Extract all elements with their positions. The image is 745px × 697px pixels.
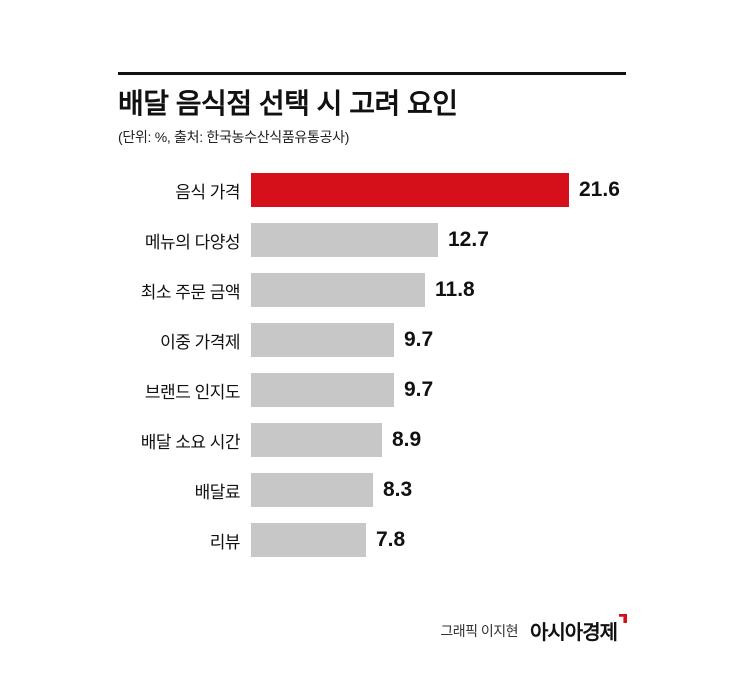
bar [251,173,569,208]
bar-value: 9.7 [404,378,434,402]
bar-label: 배달료 [194,482,241,502]
bar-label: 브랜드 인지도 [144,382,241,402]
bar [251,423,382,458]
footer: 그래픽 이지현 아시아경제 [440,614,627,645]
bar [251,373,394,408]
bar [251,223,438,258]
bar-value: 21.6 [579,178,620,202]
bar-label: 최소 주문 금액 [140,282,241,302]
bar-label: 리뷰 [209,532,241,552]
publisher-logo-mark-icon [619,614,627,623]
chart-panel: 배달 음식점 선택 시 고려 요인 (단위: %, 출처: 한국농수산식품유통공… [118,72,626,565]
bar-value: 8.9 [392,428,422,452]
bar-row: 최소 주문 금액 11.8 [118,265,626,315]
bar-rows: 음식 가격 21.6 메뉴의 다양성 12.7 최소 주문 금액 11.8 이중… [118,165,626,565]
chart-title: 배달 음식점 선택 시 고려 요인 [118,88,458,119]
bar-value: 7.8 [376,528,406,552]
bar-row: 배달 소요 시간 8.9 [118,415,626,465]
bar [251,523,366,558]
bar-value: 8.3 [383,478,413,502]
bar-label: 음식 가격 [175,182,240,202]
header-rule [118,72,626,75]
bar-value: 9.7 [404,328,434,352]
bar-label: 이중 가격제 [160,332,240,352]
publisher-logo: 아시아경제 [530,614,627,645]
bar-row: 리뷰 7.8 [118,515,626,565]
bar-row: 메뉴의 다양성 12.7 [118,215,626,265]
bar [251,323,394,358]
publisher-logo-text: 아시아경제 [530,622,618,644]
bar-row: 배달료 8.3 [118,465,626,515]
bar-label: 메뉴의 다양성 [144,232,241,252]
chart-subtitle: (단위: %, 출처: 한국농수산식품유통공사) [118,129,350,146]
bar-row: 음식 가격 21.6 [118,165,626,215]
bar-chart: 음식 가격 21.6 메뉴의 다양성 12.7 최소 주문 금액 11.8 이중… [118,165,626,565]
graphic-credit: 그래픽 이지현 [440,622,518,639]
bar [251,473,373,508]
bar-row: 브랜드 인지도 9.7 [118,365,626,415]
bar-row: 이중 가격제 9.7 [118,315,626,365]
bar-value: 11.8 [435,278,475,302]
bar [251,273,425,308]
bar-value: 12.7 [448,228,489,252]
bar-label: 배달 소요 시간 [140,432,241,452]
